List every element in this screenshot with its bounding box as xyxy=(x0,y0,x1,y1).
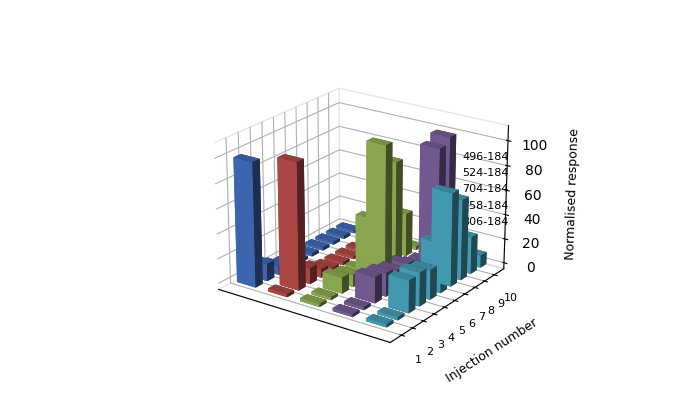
Y-axis label: Injection number: Injection number xyxy=(444,317,540,385)
Legend: 496-184, 524-184, 704-184, 758-184, 806-184: 496-184, 524-184, 704-184, 758-184, 806-… xyxy=(435,147,513,231)
